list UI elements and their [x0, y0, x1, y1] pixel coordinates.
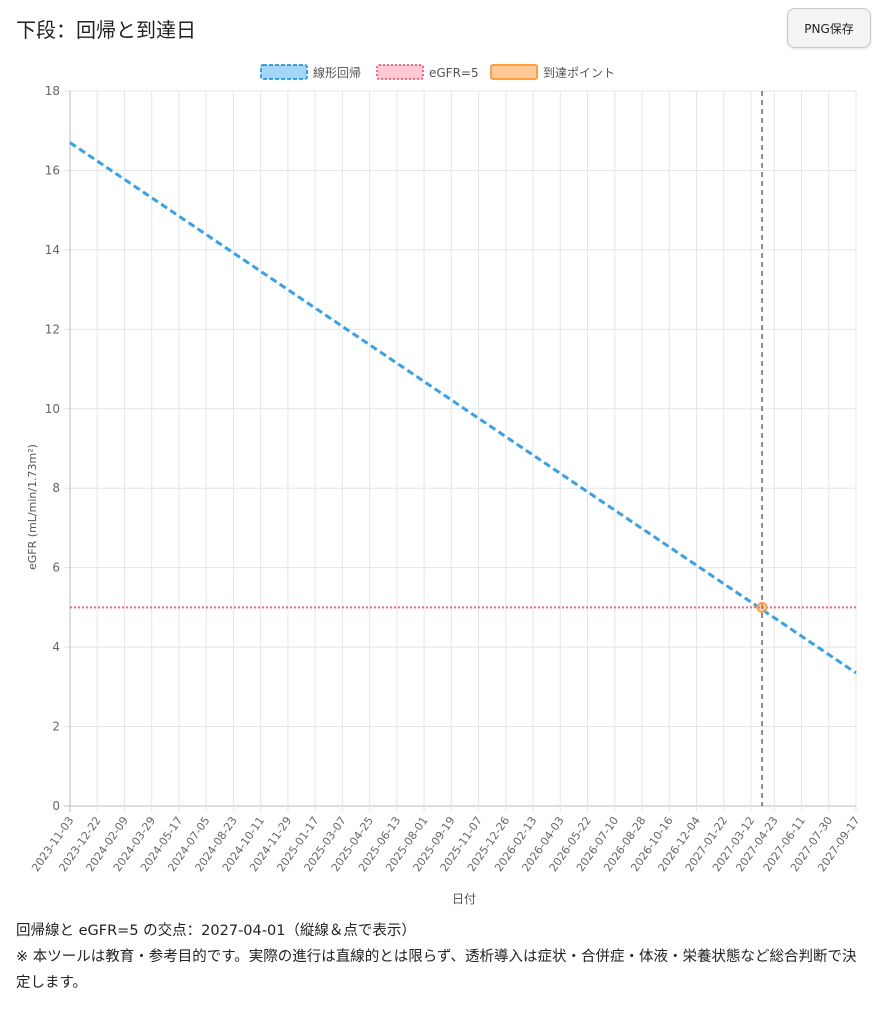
legend-swatch-point	[490, 64, 538, 80]
y-tick-label: 6	[52, 561, 60, 575]
legend-swatch-regression	[260, 64, 308, 80]
y-tick-label: 14	[45, 243, 60, 257]
y-tick-label: 10	[45, 402, 60, 416]
chart-grid	[64, 90, 857, 812]
chart-series	[69, 91, 857, 806]
regression-line	[69, 141, 857, 675]
chart-legend: 線形回帰 eGFR=5 到達ポイント	[260, 64, 615, 80]
legend-swatch-threshold	[376, 64, 424, 80]
y-tick-label: 16	[45, 163, 60, 177]
disclaimer-note: ※ 本ツールは教育・参考目的です。実際の進行は直線的とは限らず、透析導入は症状・…	[16, 949, 857, 991]
y-tick-label: 0	[52, 799, 60, 813]
page-title: 下段：回帰と到達日	[16, 18, 196, 42]
intersection-note: 回帰線と eGFR=5 の交点：2027-04-01（縦線＆点で表示）	[16, 923, 416, 939]
legend-label: 到達ポイント	[543, 66, 615, 80]
chart-axes: 0246810121416182023-11-032023-12-222024-…	[29, 84, 862, 874]
y-axis-title: eGFR (mL/min/1.73m²)	[26, 444, 39, 570]
y-tick-label: 2	[52, 720, 60, 734]
reach-point	[756, 601, 768, 613]
y-tick-label: 8	[52, 481, 60, 495]
y-tick-label: 12	[45, 322, 60, 336]
x-axis-title: 日付	[452, 892, 476, 906]
png-save-button[interactable]: PNG保存	[787, 8, 871, 48]
regression-chart: 0246810121416182023-11-032023-12-222024-…	[26, 64, 862, 906]
legend-label: eGFR=5	[429, 66, 479, 80]
legend-label: 線形回帰	[313, 65, 361, 80]
y-tick-label: 4	[52, 640, 60, 654]
y-tick-label: 18	[45, 84, 60, 98]
